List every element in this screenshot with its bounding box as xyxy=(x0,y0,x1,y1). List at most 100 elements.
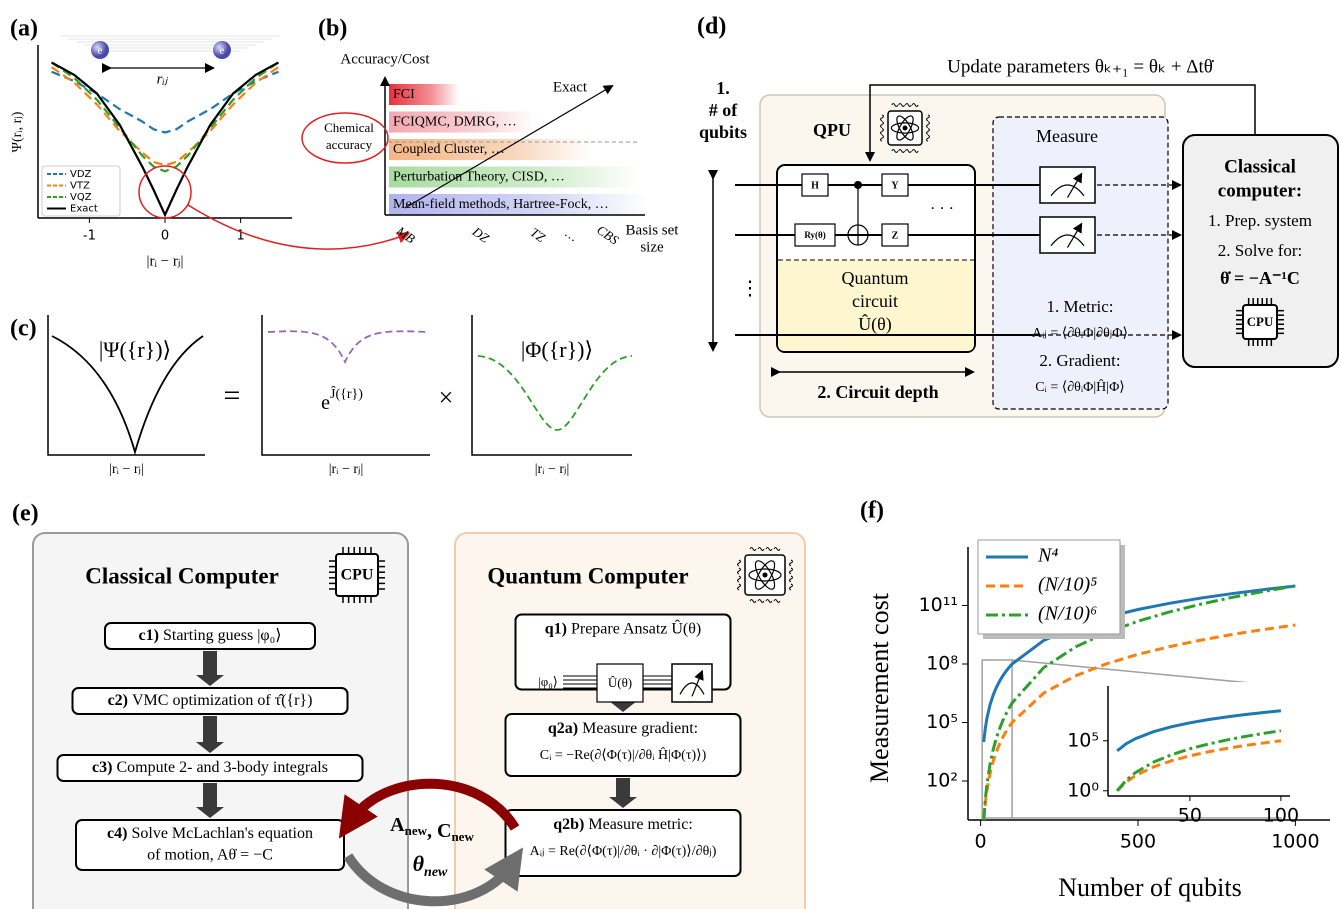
y-tick-label: 10⁵ xyxy=(926,711,958,733)
y-tick-label: 10² xyxy=(926,770,958,792)
legend-label: Exact xyxy=(70,204,98,215)
x-tick-label: 0 xyxy=(975,831,987,853)
method-label: Mean-field methods, Hartree-Fock, … xyxy=(393,197,609,212)
flow-arrow xyxy=(203,783,217,808)
parameter-arrow-label: θnew xyxy=(413,851,448,880)
symbol: θ xyxy=(413,851,425,876)
basis-set-label: … xyxy=(563,225,581,244)
symbol: C xyxy=(437,820,451,842)
x-axis-label: Number of qubits xyxy=(1058,873,1241,902)
y-tick-label: 10¹¹ xyxy=(919,594,958,616)
basis-set-label: CBS xyxy=(594,222,622,248)
depth-label: 2. Circuit depth xyxy=(817,382,938,402)
panel-label: (b) xyxy=(318,16,347,42)
update-label: Update parameters θₖ₊₁ = θₖ + Δtθ̇ xyxy=(947,56,1215,77)
step-text: Starting guess |φ₀⟩ xyxy=(163,627,281,644)
step-id: q2a) xyxy=(548,720,578,737)
step-text: of motion, Aθ̇ = −C xyxy=(147,847,273,864)
qubits-label: # of xyxy=(709,100,739,120)
gradient-formula: Cᵢ = ⟨∂θᵢΦ|Ĥ|Φ⟩ xyxy=(1035,378,1125,395)
circuit-label: circuit xyxy=(852,291,898,311)
frame xyxy=(48,315,205,455)
chemical-accuracy-label: accuracy xyxy=(326,137,373,152)
step-label: c1) Starting guess |φ₀⟩ xyxy=(139,627,282,644)
legend-label: VTZ xyxy=(70,181,90,192)
legend-label: (N/10)⁶ xyxy=(1038,603,1097,625)
atom-nucleus xyxy=(903,126,908,131)
jastrow-curve xyxy=(268,331,428,362)
classical-step: 2. Solve for: xyxy=(1218,241,1303,260)
metric-formula: Aᵢⱼ = ⟨∂θᵢΦ|∂θⱼΦ⟩ xyxy=(1032,326,1128,341)
step-id: q2b) xyxy=(553,816,584,833)
symbol: A xyxy=(390,814,405,836)
exact-label: Exact xyxy=(553,79,588,95)
step-label: c4) Solve McLachlan's equation xyxy=(107,825,313,842)
electron-label: e xyxy=(98,45,103,57)
step-text: Measure gradient: xyxy=(582,720,698,737)
jastrow-label: eĴ({r}) xyxy=(321,385,363,413)
step-text: VMC optimization of τ̂({r}) xyxy=(132,692,312,709)
distance-label: rᵢⱼ xyxy=(157,71,169,87)
classical-step: 1. Prep. system xyxy=(1208,211,1312,230)
red-arrow xyxy=(188,205,408,249)
x-axis-label: |rᵢ − rⱼ| xyxy=(109,462,144,477)
step-id: c1) xyxy=(139,627,159,644)
step-id: q1) xyxy=(545,620,567,637)
step-id: c2) xyxy=(108,692,128,709)
circuit-label: Quantum xyxy=(842,268,909,288)
step-label: q2b) Measure metric: xyxy=(553,816,693,833)
method-label: FCIQMC, DMRG, … xyxy=(393,115,517,130)
step-text: Solve McLachlan's equation xyxy=(131,825,313,842)
label-part: e xyxy=(321,392,330,414)
x-tick-label: 500 xyxy=(1120,831,1156,853)
gradient-label: 2. Gradient: xyxy=(1039,351,1120,370)
electron-label: e xyxy=(220,45,225,57)
operator: = xyxy=(224,379,241,412)
step-formula: Cᵢ = −Re(∂⟨Φ(τ)|/∂θᵢ Ĥ|Φ(τ)⟩) xyxy=(540,746,707,763)
classical-label: computer: xyxy=(1218,180,1302,201)
step-label: c2) VMC optimization of τ̂({r}) xyxy=(108,692,313,709)
solve-formula: θ̇ = −A⁻¹C xyxy=(1220,268,1300,288)
legend-label: VDZ xyxy=(70,169,92,180)
y-axis-label: Accuracy/Cost xyxy=(340,51,430,67)
legend-label: (N/10)⁵ xyxy=(1038,574,1097,596)
method-label: FCI xyxy=(393,87,415,102)
qubits-label: qubits xyxy=(699,122,747,142)
gate-label: Y xyxy=(891,180,899,191)
frame xyxy=(472,315,632,455)
cnot-control xyxy=(854,181,862,189)
psi-label: |Ψ({r})⟩ xyxy=(99,337,171,362)
x-tick-label: 0 xyxy=(161,229,169,244)
panel-label: (d) xyxy=(697,14,726,40)
atom-nucleus xyxy=(763,573,768,578)
inset-x-tick-label: 50 xyxy=(1178,805,1202,827)
y-tick-label: 10⁸ xyxy=(926,653,958,675)
step-label: q1) Prepare Ansatz Û(θ) xyxy=(545,618,702,637)
panel-label: (a) xyxy=(10,16,38,42)
step-formula: Aᵢⱼ = Re(∂⟨Φ(τ)|/∂θᵢ · ∂|Φ(τ)⟩/∂θⱼ) xyxy=(530,844,717,859)
x-axis-label: |rᵢ − rⱼ| xyxy=(535,462,570,477)
step-label: c3) Compute 2- and 3-body integrals xyxy=(92,759,328,776)
frame xyxy=(262,315,430,455)
flow-arrow xyxy=(203,651,217,676)
panel-label: (c) xyxy=(10,316,37,342)
ellipsis: ⋮ xyxy=(740,278,760,300)
legend-label: VQZ xyxy=(70,192,92,203)
basis-set-label: DZ xyxy=(469,223,493,246)
flow-arrow xyxy=(616,778,630,798)
panel-label: (e) xyxy=(12,501,39,527)
qpu-label: QPU xyxy=(813,120,851,140)
phi-label: |Φ({r})⟩ xyxy=(521,337,593,362)
y-axis-label: Measurement cost xyxy=(865,592,894,783)
inset-x-tick-label: 100 xyxy=(1263,805,1299,827)
separator: , xyxy=(427,820,437,842)
quantum-title: Quantum Computer xyxy=(487,563,688,588)
subscript: new xyxy=(451,829,474,844)
ansatz-input: |φ₀⟩ xyxy=(538,674,558,689)
step-text: Prepare Ansatz Û(θ) xyxy=(571,618,701,637)
step-text: Compute 2- and 3-body integrals xyxy=(116,759,328,776)
ansatz-gate-label: Û(θ) xyxy=(608,675,632,690)
inset-y-tick-label: 10⁵ xyxy=(1067,729,1099,751)
classical-label: Classical xyxy=(1224,156,1296,177)
gate-label: Z xyxy=(892,230,899,241)
